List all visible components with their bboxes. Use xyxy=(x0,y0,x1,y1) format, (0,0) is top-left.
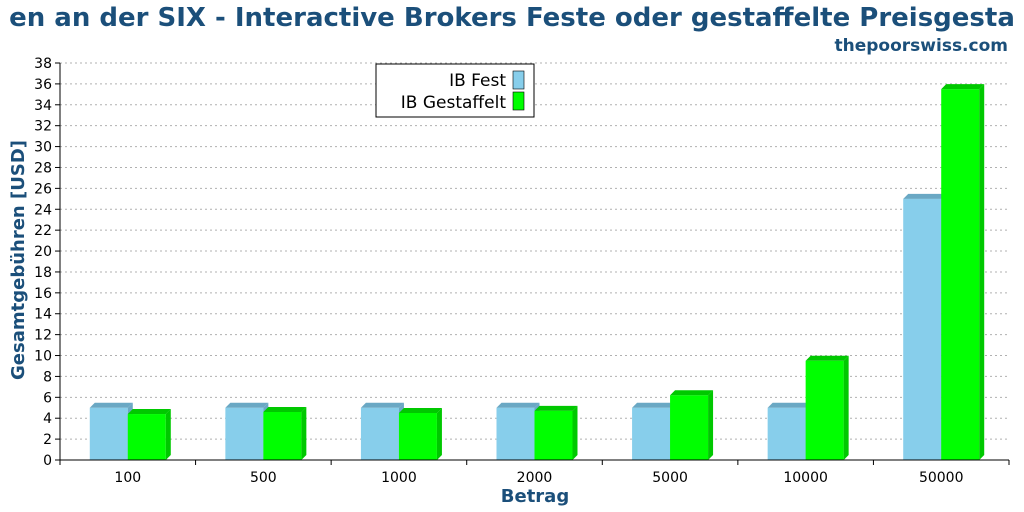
bar-top xyxy=(632,402,676,408)
bar-top xyxy=(805,355,849,361)
y-tick-label: 12 xyxy=(34,328,52,344)
bar-front xyxy=(941,89,980,461)
bar-top xyxy=(496,402,540,408)
bar-top xyxy=(534,405,578,411)
bar-top xyxy=(225,402,269,408)
bar-ib-fest-50000 xyxy=(903,193,947,460)
y-tick-label: 16 xyxy=(34,286,52,302)
bar-top xyxy=(670,390,714,396)
bar-front xyxy=(360,407,399,460)
x-tick-label: 5000 xyxy=(652,470,688,486)
bar-ib-fest-2000 xyxy=(496,402,540,460)
legend-entry-ib-gestaffelt: IB Gestaffelt xyxy=(401,93,507,113)
bar-front xyxy=(767,407,806,460)
bar-ib-gestaffelt-1000 xyxy=(398,407,442,460)
axes xyxy=(59,63,1009,461)
chart-title: en an der SIX - Interactive Brokers Fest… xyxy=(9,3,1015,33)
x-tick-label: 2000 xyxy=(517,470,553,486)
bar-front xyxy=(534,410,573,460)
y-tick-label: 4 xyxy=(43,411,52,427)
bar-front xyxy=(398,412,437,460)
bar-ib-gestaffelt-100 xyxy=(127,409,171,460)
bar-side xyxy=(572,405,578,460)
bar-front xyxy=(903,198,942,460)
legend-entry-ib-fest: IB Fest xyxy=(449,71,506,91)
x-tick-label: 50000 xyxy=(919,470,964,486)
bar-side xyxy=(843,355,849,460)
x-axis-ticks: 100 500 1000 2000 5000 10000 50000 xyxy=(59,460,1010,486)
y-tick-label: 22 xyxy=(34,223,52,239)
bars xyxy=(89,84,985,461)
bar-ib-fest-10000 xyxy=(767,402,811,460)
y-tick-label: 2 xyxy=(43,432,52,448)
y-tick-label: 6 xyxy=(43,390,52,406)
bar-ib-fest-1000 xyxy=(360,402,404,460)
legend: IB Fest IB Gestaffelt xyxy=(375,63,535,118)
y-tick-label: 8 xyxy=(43,369,52,385)
bar-side xyxy=(165,409,171,460)
bar-front xyxy=(127,414,166,460)
bar-side xyxy=(979,84,985,461)
bar-top xyxy=(89,402,133,408)
bar-front xyxy=(89,407,128,460)
bar-ib-gestaffelt-50000 xyxy=(941,84,985,461)
bar-top xyxy=(903,193,947,199)
bar-top xyxy=(941,84,985,90)
bar-top xyxy=(263,406,307,412)
bar-side xyxy=(436,407,442,460)
bar-ib-gestaffelt-2000 xyxy=(534,405,578,460)
legend-swatch-ib-fest xyxy=(512,70,525,90)
y-tick-label: 24 xyxy=(34,202,52,218)
y-tick-label: 32 xyxy=(34,119,52,135)
y-axis-label: Gesamtgebühren [USD] xyxy=(8,140,29,380)
bar-front xyxy=(225,407,264,460)
bar-side xyxy=(301,406,307,460)
bar-top xyxy=(767,402,811,408)
y-tick-label: 26 xyxy=(34,181,52,197)
y-tick-label: 14 xyxy=(34,307,52,323)
y-tick-label: 34 xyxy=(34,98,52,114)
bar-front xyxy=(670,395,709,460)
bar-top xyxy=(127,409,171,415)
bar-front xyxy=(496,407,535,460)
x-axis-label: Betrag xyxy=(501,486,569,507)
bar-front xyxy=(805,360,844,460)
y-tick-label: 0 xyxy=(43,453,52,469)
x-tick-label: 10000 xyxy=(783,470,828,486)
y-tick-label: 18 xyxy=(34,265,52,281)
x-tick-label: 100 xyxy=(114,470,141,486)
bar-ib-gestaffelt-5000 xyxy=(670,390,714,460)
bar-top xyxy=(360,402,404,408)
bar-ib-gestaffelt-500 xyxy=(263,406,307,460)
y-tick-label: 30 xyxy=(34,140,52,156)
x-tick-label: 1000 xyxy=(381,470,417,486)
x-tick-label: 500 xyxy=(250,470,277,486)
bar-ib-fest-5000 xyxy=(632,402,676,460)
bar-ib-fest-100 xyxy=(89,402,133,460)
legend-swatch-ib-gestaffelt xyxy=(512,91,525,111)
bar-side xyxy=(708,390,714,460)
chart-subtitle: thepoorswiss.com xyxy=(835,36,1009,56)
y-tick-label: 36 xyxy=(34,77,52,93)
bar-ib-fest-500 xyxy=(225,402,269,460)
y-tick-label: 10 xyxy=(34,349,52,365)
gridlines xyxy=(60,62,1009,440)
bar-front xyxy=(632,407,671,460)
y-tick-label: 38 xyxy=(34,56,52,72)
y-tick-label: 28 xyxy=(34,160,52,176)
bar-ib-gestaffelt-10000 xyxy=(805,355,849,460)
y-tick-label: 20 xyxy=(34,244,52,260)
legend-box xyxy=(375,63,535,118)
bar-front xyxy=(263,411,302,460)
bar-top xyxy=(398,407,442,413)
